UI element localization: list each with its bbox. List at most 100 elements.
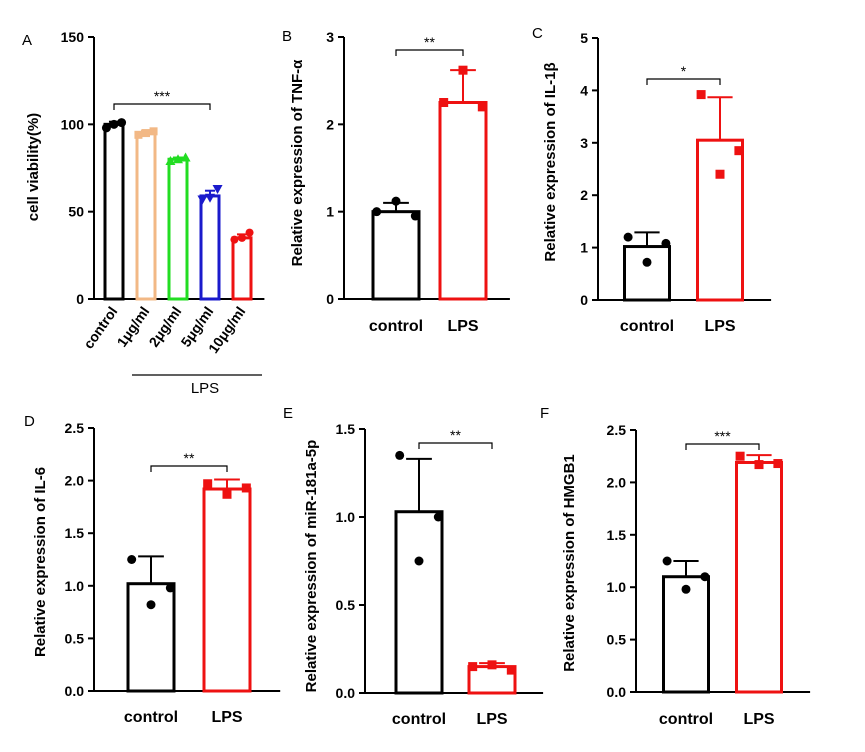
significance-bracket — [150, 465, 228, 472]
panel-letter: B — [282, 28, 292, 45]
data-point — [117, 118, 127, 128]
data-point — [212, 184, 223, 194]
data-point — [433, 512, 443, 522]
data-point — [696, 90, 706, 100]
x-tick-label: LPS — [476, 711, 507, 728]
y-tick-label: 2.5 — [65, 420, 85, 436]
significance-bracket — [646, 78, 721, 85]
significance-bracket — [113, 103, 211, 110]
y-tick-label: 0 — [580, 292, 588, 308]
panel-letter: A — [22, 32, 32, 49]
bar — [394, 510, 444, 695]
x-tick-label: control — [369, 318, 423, 335]
data-point — [134, 130, 143, 139]
data-point — [773, 459, 783, 469]
x-tick-label: 1μg/ml — [113, 304, 152, 350]
y-tick-label: 0.0 — [607, 684, 627, 700]
data-point — [662, 556, 672, 566]
data-point — [477, 102, 487, 112]
y-tick-label: 1.5 — [336, 421, 356, 437]
chart-panel-F: F 0.0 0.5 1.0 1.5 2.0 2.5 Relative expression o… — [540, 405, 811, 728]
y-tick-label: 1.5 — [607, 527, 627, 543]
bar — [135, 131, 157, 301]
data-point — [506, 665, 516, 675]
data-point — [458, 65, 468, 75]
data-point — [735, 451, 745, 461]
bar — [202, 487, 252, 693]
data-point — [487, 660, 497, 670]
data-point — [241, 483, 251, 493]
x-tick-label: control — [392, 711, 446, 728]
chart-panel-C: C 0 1 2 3 4 5 Relative expression of IL-1β contr… — [532, 25, 772, 335]
data-point — [222, 489, 232, 499]
y-tick-label: 4 — [580, 82, 588, 98]
group-label: LPS — [191, 380, 219, 397]
y-tick-label: 0.0 — [65, 683, 85, 699]
bar — [371, 210, 421, 301]
data-point — [468, 662, 478, 672]
bar — [735, 460, 783, 694]
bar — [103, 122, 125, 301]
data-point — [395, 450, 405, 460]
panel-letter: C — [532, 25, 543, 42]
y-tick-label: 2.0 — [65, 473, 85, 489]
data-point — [238, 233, 246, 242]
bar — [199, 194, 221, 301]
data-point — [754, 460, 764, 470]
data-point — [149, 127, 158, 136]
x-tick-label: control — [659, 711, 713, 728]
data-point — [700, 572, 710, 582]
data-point — [230, 235, 239, 244]
data-point — [439, 98, 449, 107]
y-axis-label: Relative expression of IL-1β — [542, 62, 559, 261]
x-tick-label: LPS — [211, 709, 242, 726]
data-point — [245, 228, 254, 237]
significance-label: *** — [714, 428, 731, 444]
x-tick-label: LPS — [743, 711, 774, 728]
y-tick-label: 0.0 — [336, 685, 356, 701]
data-point — [197, 195, 208, 205]
y-tick-label: 0.5 — [607, 632, 627, 648]
y-tick-label: 3 — [326, 29, 334, 45]
y-tick-label: 0.5 — [336, 597, 356, 613]
data-point — [205, 193, 215, 203]
y-tick-label: 2.5 — [607, 422, 627, 438]
y-tick-label: 2 — [580, 187, 588, 203]
data-point — [127, 555, 137, 564]
y-tick-label: 3 — [580, 135, 588, 151]
y-tick-label: 5 — [580, 30, 588, 46]
data-point — [681, 584, 691, 594]
bar — [623, 245, 671, 302]
y-tick-label: 150 — [61, 29, 85, 45]
y-tick-label: 1 — [580, 240, 588, 256]
data-point — [203, 479, 213, 489]
data-point — [715, 169, 725, 179]
bar — [126, 582, 176, 693]
data-point — [109, 119, 119, 129]
y-tick-label: 1.0 — [65, 578, 85, 594]
data-point — [146, 600, 156, 610]
y-tick-label: 2 — [326, 116, 334, 132]
y-axis-label: Relative expression of TNF-α — [289, 59, 306, 267]
y-tick-label: 1.0 — [336, 509, 356, 525]
data-point — [391, 196, 401, 206]
data-point — [372, 207, 382, 217]
significance-bracket — [418, 442, 493, 449]
x-tick-label: control — [620, 318, 674, 335]
y-axis-label: Relative expression of miR-181a-5p — [303, 440, 320, 693]
significance-label: *** — [154, 88, 171, 104]
bar — [662, 575, 710, 694]
significance-label: ** — [424, 34, 435, 50]
data-point — [414, 556, 424, 566]
data-point — [642, 257, 652, 267]
bar — [696, 138, 744, 302]
y-axis-label: Relative expression of IL-6 — [32, 467, 49, 657]
y-tick-label: 1.5 — [65, 525, 85, 541]
y-tick-label: 1 — [326, 204, 334, 220]
x-tick-label: LPS — [704, 318, 735, 335]
chart-panel-D: D 0.0 0.5 1.0 1.5 2.0 2.5 Relative expression o… — [24, 413, 281, 726]
data-point — [180, 152, 191, 162]
x-tick-label: LPS — [447, 318, 478, 335]
y-tick-label: 0 — [326, 291, 334, 307]
